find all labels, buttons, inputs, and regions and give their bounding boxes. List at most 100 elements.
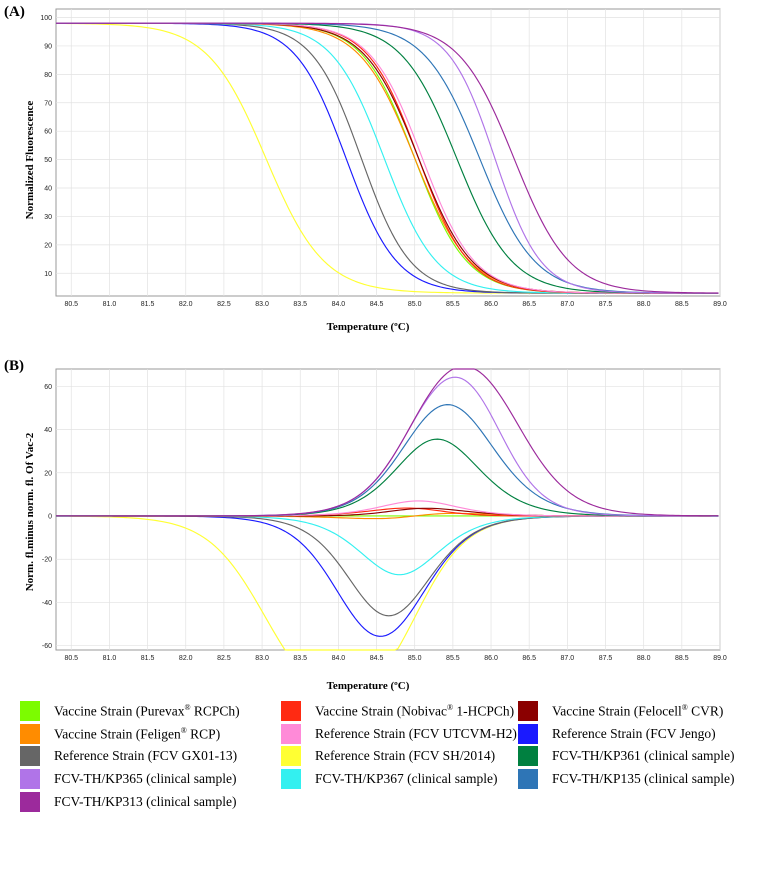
panel-a-series-fcv-th-kp313-clinical-sample bbox=[56, 22, 719, 294]
legend-item-reference-strain-fcv-utcvm-h2: Reference Strain (FCV UTCVM-H2) bbox=[281, 723, 517, 745]
legend-label: FCV-TH/KP135 (clinical sample) bbox=[552, 771, 735, 786]
legend-label: Reference Strain (FCV Jengo) bbox=[552, 726, 716, 741]
legend-swatch bbox=[281, 746, 301, 766]
panel-b-x-tick-label: 83.5 bbox=[293, 655, 307, 662]
panel-b-x-tick-label: 88.0 bbox=[637, 655, 651, 662]
panel-a-x-tick-label: 83.0 bbox=[255, 301, 269, 308]
panel-b-x-tick-label: 84.5 bbox=[370, 655, 384, 662]
panel-a-label: (A) bbox=[4, 4, 25, 20]
panel-a-x-tick-label: 84.0 bbox=[332, 301, 346, 308]
panel-a-x-tick-label: 85.0 bbox=[408, 301, 422, 308]
panel-b-label: (B) bbox=[4, 358, 24, 374]
panel-b-x-tick-label: 82.0 bbox=[179, 655, 193, 662]
panel-a-y-tick-label: 70 bbox=[44, 100, 52, 107]
panel-a-y-tick-label: 10 bbox=[44, 271, 52, 278]
panel-a-ylabel: Normalized Fluorescence bbox=[24, 101, 36, 220]
panel-a-y-tick-label: 100 bbox=[40, 15, 52, 22]
panel-b-x-tick-label: 85.0 bbox=[408, 655, 422, 662]
panel-b-x-tick-label: 87.5 bbox=[599, 655, 613, 662]
panel-a-x-tick-label: 86.0 bbox=[484, 301, 498, 308]
panel-b-y-tick-label: -20 bbox=[42, 557, 52, 564]
legend-label: FCV-TH/KP313 (clinical sample) bbox=[54, 794, 237, 809]
panel-a-x-tick-label: 89.0 bbox=[713, 301, 727, 308]
legend-label: Vaccine Strain (Nobivac® 1-HCPCh) bbox=[315, 702, 515, 719]
panel-b-x-tick-label: 88.5 bbox=[675, 655, 689, 662]
panel-b-x-tick-label: 85.5 bbox=[446, 655, 460, 662]
legend-item-vaccine-strain-nobivac-1-hcpch: Vaccine Strain (Nobivac® 1-HCPCh) bbox=[281, 700, 514, 722]
panel-a-y-tick-label: 30 bbox=[44, 214, 52, 221]
panel-b-series-fcv-th-kp313-clinical-sample bbox=[56, 368, 719, 517]
legend-label: Vaccine Strain (Feligen® RCP) bbox=[54, 725, 221, 742]
panel-a-x-tick-label: 88.5 bbox=[675, 301, 689, 308]
panel-a-y-tick-label: 20 bbox=[44, 242, 52, 249]
legend-swatch bbox=[20, 724, 40, 744]
legend-item-fcv-th-kp361-clinical-sample: FCV-TH/KP361 (clinical sample) bbox=[518, 745, 734, 767]
panel-a-y-tick-label: 80 bbox=[44, 72, 52, 79]
legend-item-vaccine-strain-feligen-rcp: Vaccine Strain (Feligen® RCP) bbox=[20, 723, 220, 745]
panel-a-x-tick-label: 88.0 bbox=[637, 301, 651, 308]
legend-swatch bbox=[20, 792, 40, 812]
panel-a-x-tick-label: 80.5 bbox=[64, 301, 78, 308]
panel-b-x-tick-label: 81.5 bbox=[141, 655, 155, 662]
panel-a-x-tick-label: 83.5 bbox=[293, 301, 307, 308]
legend-swatch bbox=[20, 769, 40, 789]
legend-item-fcv-th-kp313-clinical-sample: FCV-TH/KP313 (clinical sample) bbox=[20, 791, 236, 813]
legend: Vaccine Strain (Purevax® RCPCh) Vaccine S… bbox=[0, 700, 777, 892]
legend-item-reference-strain-fcv-jengo: Reference Strain (FCV Jengo) bbox=[518, 723, 716, 745]
panel-b-xlabel: Temperature (ºC) bbox=[327, 680, 410, 692]
panel-b-x-tick-label: 89.0 bbox=[713, 655, 727, 662]
panel-a-x-tick-label: 84.5 bbox=[370, 301, 384, 308]
panel-a-x-tick-label: 87.0 bbox=[561, 301, 575, 308]
panel-b-y-tick-label: -40 bbox=[42, 600, 52, 607]
panel-a-y-tick-label: 40 bbox=[44, 186, 52, 193]
legend-label: FCV-TH/KP361 (clinical sample) bbox=[552, 748, 735, 763]
panel-b-x-tick-label: 84.0 bbox=[332, 655, 346, 662]
legend-label: Vaccine Strain (Felocell® CVR) bbox=[552, 702, 724, 719]
panel-b-ylabel: Norm. fl.minus norm. fl. Of Vac-2 bbox=[24, 432, 36, 591]
legend-label: FCV-TH/KP367 (clinical sample) bbox=[315, 771, 498, 786]
legend-swatch bbox=[518, 724, 538, 744]
panel-a-x-tick-label: 87.5 bbox=[599, 301, 613, 308]
legend-label: FCV-TH/KP365 (clinical sample) bbox=[54, 771, 237, 786]
legend-swatch bbox=[518, 746, 538, 766]
legend-swatch bbox=[281, 701, 301, 721]
panel-b-y-tick-label: 20 bbox=[44, 470, 52, 477]
panel-a-y-tick-label: 50 bbox=[44, 157, 52, 164]
legend-swatch bbox=[20, 746, 40, 766]
legend-item-reference-strain-fcv-gx01-13: Reference Strain (FCV GX01-13) bbox=[20, 745, 237, 767]
legend-label: Reference Strain (FCV UTCVM-H2) bbox=[315, 726, 517, 741]
panel-a-x-tick-label: 82.0 bbox=[179, 301, 193, 308]
legend-swatch bbox=[281, 769, 301, 789]
legend-item-fcv-th-kp135-clinical-sample: FCV-TH/KP135 (clinical sample) bbox=[518, 768, 734, 790]
panel-b-x-tick-label: 86.0 bbox=[484, 655, 498, 662]
legend-item-reference-strain-fcv-sh-2014: Reference Strain (FCV SH/2014) bbox=[281, 745, 495, 767]
panel-b-x-tick-label: 80.5 bbox=[64, 655, 78, 662]
legend-item-fcv-th-kp367-clinical-sample: FCV-TH/KP367 (clinical sample) bbox=[281, 768, 497, 790]
panel-b-chart: 80.5 81.0 81.5 82.0 82.5 83.0 83.5 84.0 84.5 85.0… bbox=[42, 368, 727, 662]
panel-b-x-tick-label: 87.0 bbox=[561, 655, 575, 662]
legend-swatch bbox=[20, 701, 40, 721]
legend-label: Reference Strain (FCV SH/2014) bbox=[315, 748, 496, 763]
panel-a-x-tick-label: 82.5 bbox=[217, 301, 231, 308]
legend-label: Vaccine Strain (Purevax® RCPCh) bbox=[54, 702, 240, 719]
panel-a-y-tick-label: 60 bbox=[44, 129, 52, 136]
legend-item-fcv-th-kp365-clinical-sample: FCV-TH/KP365 (clinical sample) bbox=[20, 768, 236, 790]
legend-item-vaccine-strain-purevax-rcpch: Vaccine Strain (Purevax® RCPCh) bbox=[20, 700, 240, 722]
panel-b-x-tick-label: 83.0 bbox=[255, 655, 269, 662]
panel-b-y-tick-label: 0 bbox=[48, 513, 52, 520]
panel-a-y-tick-label: 90 bbox=[44, 43, 52, 50]
panel-b-x-tick-label: 81.0 bbox=[103, 655, 117, 662]
panel-b-y-tick-label: 60 bbox=[44, 384, 52, 391]
panel-a-x-tick-label: 81.0 bbox=[103, 301, 117, 308]
panel-a-x-tick-label: 81.5 bbox=[141, 301, 155, 308]
panel-b-x-tick-label: 86.5 bbox=[522, 655, 536, 662]
panel-b-y-tick-label: 40 bbox=[44, 427, 52, 434]
panel-b-x-tick-label: 82.5 bbox=[217, 655, 231, 662]
panel-b-y-tick-label: -60 bbox=[42, 643, 52, 650]
panel-a-x-tick-label: 86.5 bbox=[522, 301, 536, 308]
panel-a-plot-frame bbox=[55, 8, 721, 297]
panel-a-chart: 80.5 81.0 81.5 82.0 82.5 83.0 83.5 84.0 84.5 85.0… bbox=[40, 8, 727, 308]
legend-swatch bbox=[518, 769, 538, 789]
legend-swatch bbox=[518, 701, 538, 721]
